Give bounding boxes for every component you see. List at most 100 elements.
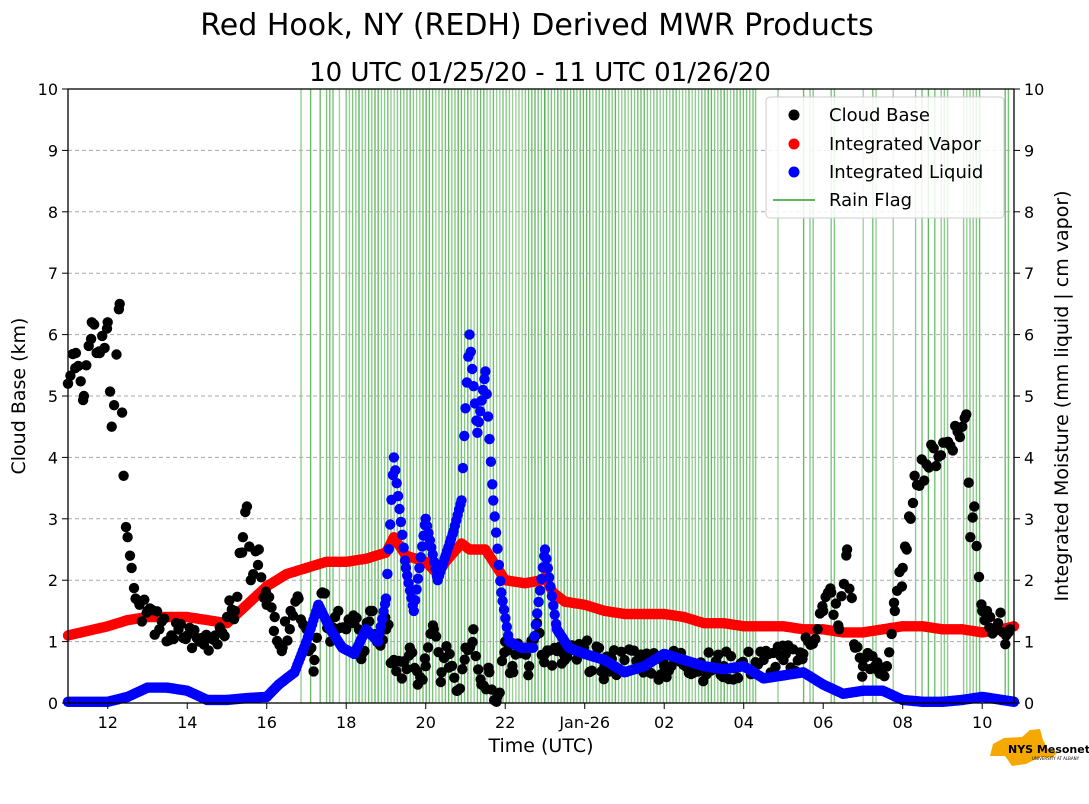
- y-right-tick-label: 3: [1024, 510, 1034, 529]
- cloud-point: [508, 667, 519, 678]
- cloud-point: [888, 597, 900, 608]
- cloud-point: [896, 581, 908, 592]
- cloud-point: [992, 618, 1004, 629]
- liquid-point: [411, 584, 422, 595]
- cloud-point: [852, 641, 863, 653]
- y-left-tick-label: 0: [48, 694, 58, 713]
- cloud-point: [253, 544, 264, 555]
- cloud-point: [646, 668, 657, 679]
- cloud-point: [241, 501, 253, 512]
- x-tick-label: 18: [336, 713, 356, 732]
- cloud-point: [422, 642, 434, 653]
- cloud-point: [930, 460, 942, 472]
- legend-label-rain-flag: Rain Flag: [829, 190, 912, 211]
- cloud-point: [841, 544, 853, 555]
- liquid-point: [545, 581, 556, 592]
- liquid-point: [456, 495, 467, 506]
- cloud-point: [430, 631, 442, 642]
- liquid-point: [539, 544, 551, 555]
- cloud-point: [111, 349, 122, 360]
- liquid-point: [391, 478, 402, 489]
- cloud-point: [102, 317, 113, 328]
- liquid-point: [410, 595, 421, 606]
- cloud-point: [494, 687, 505, 698]
- cloud-point: [598, 674, 609, 685]
- liquid-point: [457, 462, 469, 474]
- liquid-point: [542, 562, 553, 574]
- cloud-point: [435, 676, 446, 688]
- cloud-point: [879, 671, 890, 682]
- cloud-point: [957, 421, 968, 432]
- cloud-point: [116, 407, 128, 418]
- cloud-point: [279, 616, 291, 627]
- liquid-point: [489, 511, 500, 522]
- liquid-point: [398, 542, 409, 553]
- x-tick-label: Jan-26: [558, 713, 610, 732]
- liquid-point: [459, 430, 470, 442]
- cloud-point: [928, 443, 939, 454]
- liquid-point: [527, 642, 539, 653]
- cloud-point: [419, 653, 431, 664]
- y-left-tick-label: 9: [48, 141, 58, 160]
- x-tick-label: 22: [495, 713, 515, 732]
- cloud-point: [459, 654, 470, 665]
- liquid-point: [388, 452, 400, 463]
- cloud-point: [546, 660, 558, 671]
- liquid-point: [532, 608, 543, 619]
- cloud-point: [889, 605, 900, 617]
- y-right-tick-label: 8: [1024, 203, 1034, 222]
- cloud-point: [743, 646, 754, 657]
- y-left-tick-label: 1: [48, 633, 58, 652]
- cloud-point: [725, 651, 737, 662]
- cloud-point: [995, 607, 1006, 618]
- y-axis-ticks: 0 0 1 1 2 2 3 3 4 4 5 5 6 6 7 7 8 8 9 9 10 10: [38, 80, 1045, 713]
- legend-marker-integrated-liquid: [788, 166, 800, 178]
- cloud-point: [905, 513, 916, 524]
- cloud-point: [857, 671, 868, 682]
- cloud-point: [798, 648, 809, 660]
- x-tick-label: 16: [257, 713, 277, 732]
- cloud-point: [228, 614, 240, 625]
- cloud-point: [457, 664, 468, 675]
- liquid-point: [548, 600, 559, 611]
- liquid-point: [467, 363, 478, 375]
- cloud-point: [810, 633, 821, 645]
- legend-label-integrated-liquid: Integrated Liquid: [829, 162, 983, 183]
- ny-state-shape: [990, 729, 1058, 766]
- cloud-point: [224, 595, 235, 606]
- cloud-point: [401, 663, 412, 675]
- cloud-point: [846, 592, 857, 604]
- liquid-point: [480, 366, 491, 377]
- y-left-tick-label: 5: [48, 387, 58, 406]
- x-axis-label: Time (UTC): [487, 735, 593, 757]
- cloud-point: [396, 673, 408, 684]
- x-tick-label: 10: [972, 713, 992, 732]
- y-right-tick-label: 10: [1024, 80, 1044, 99]
- liquid-point: [500, 613, 511, 624]
- cloud-point: [351, 612, 362, 624]
- cloud-point: [333, 605, 344, 617]
- liquid-point: [415, 552, 426, 563]
- cloud-point: [154, 624, 165, 635]
- liquid-point: [498, 604, 510, 615]
- cloud-point: [449, 672, 460, 683]
- cloud-point: [268, 625, 280, 637]
- liquid-point: [487, 479, 498, 490]
- cloud-point: [586, 665, 598, 676]
- liquid-point: [549, 609, 560, 620]
- y-right-tick-label: 6: [1024, 326, 1034, 345]
- cloud-point: [713, 649, 724, 660]
- cloud-point: [486, 684, 497, 695]
- cloud-point: [417, 674, 428, 685]
- liquid-point: [460, 403, 471, 414]
- cloud-point: [1000, 639, 1011, 650]
- liquid-point: [546, 590, 558, 602]
- cloud-point: [770, 661, 781, 673]
- cloud-point: [909, 470, 920, 481]
- cloud-point: [907, 497, 919, 509]
- x-tick-label: 12: [98, 713, 118, 732]
- cloud-point: [947, 445, 958, 456]
- y-right-tick-label: 4: [1024, 448, 1034, 467]
- cloud-point: [961, 409, 972, 420]
- logo: NYS Mesonet UNIVERSITY AT ALBANY: [990, 729, 1089, 766]
